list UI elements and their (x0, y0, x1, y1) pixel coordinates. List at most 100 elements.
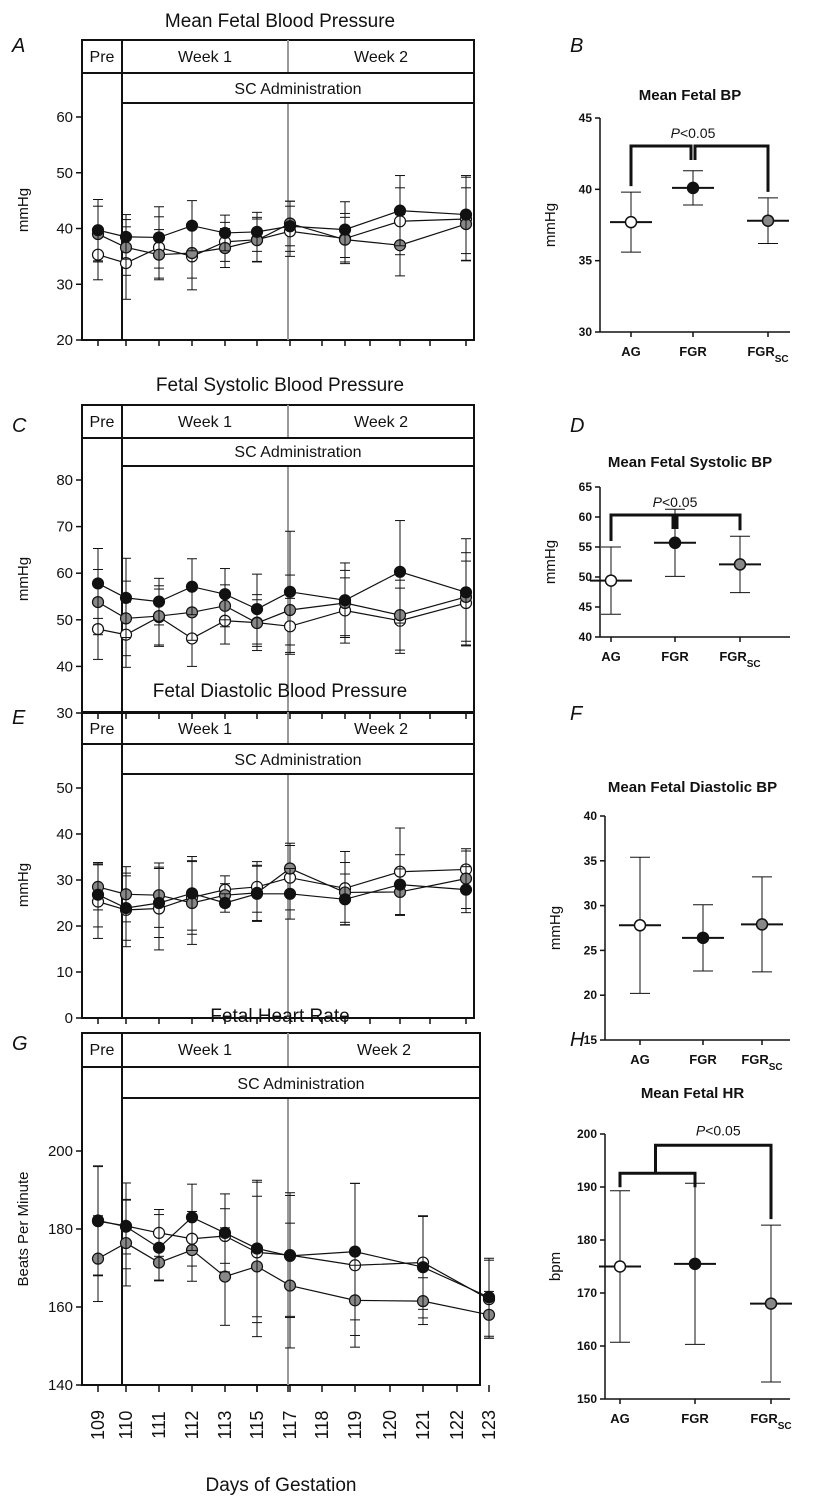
panel-letter-h: H (570, 1029, 585, 1051)
significance-bracket (618, 1171, 697, 1188)
data-point (185, 219, 199, 232)
y-tick-label: 35 (579, 254, 593, 268)
admin-band (121, 743, 475, 775)
admin-band (121, 437, 475, 467)
data-point (459, 883, 473, 896)
data-point (91, 1214, 105, 1227)
admin-label: SC Administration (237, 1076, 364, 1093)
significance-value: <0.05 (705, 1122, 741, 1138)
mean-point (624, 215, 638, 229)
category-label: AG (630, 1052, 650, 1067)
data-point (218, 588, 232, 601)
admin-label: SC Administration (234, 444, 361, 461)
y-tick-label: 50 (579, 570, 593, 584)
data-point (393, 565, 407, 578)
data-point (283, 887, 297, 900)
category-subscript: SC (747, 659, 761, 670)
x-axis-label: Days of Gestation (205, 1475, 356, 1496)
data-point (393, 878, 407, 891)
y-tick-label: 15 (584, 1033, 598, 1047)
y-tick-label: 55 (579, 540, 593, 554)
plot-frame (81, 39, 475, 341)
y-tick-label: 65 (579, 480, 593, 494)
y-tick-label: 10 (56, 964, 73, 981)
series-line (97, 218, 467, 264)
category-label: FGR (689, 1052, 717, 1067)
data-point (119, 1220, 133, 1233)
pre-label: Pre (90, 721, 115, 738)
y-tick-label: 35 (584, 854, 598, 868)
week2-label: Week 2 (354, 49, 408, 66)
admin-label: SC Administration (234, 81, 361, 98)
y-tick-label: 190 (577, 1180, 597, 1194)
category-subscript: SC (778, 1421, 792, 1432)
week1-label: Week 1 (178, 414, 232, 431)
data-point (152, 1241, 166, 1254)
admin-band (121, 72, 475, 104)
category-label: AG (610, 1411, 630, 1426)
y-tick-label: 180 (48, 1221, 73, 1238)
mean-point (668, 536, 682, 550)
y-tick-label: 80 (56, 472, 73, 489)
significance-value: <0.05 (680, 125, 716, 141)
data-point (338, 594, 352, 607)
data-point (91, 888, 105, 901)
panel-letter-d: D (570, 415, 584, 437)
data-point (185, 580, 199, 593)
data-point (119, 591, 133, 604)
y-tick-label: 30 (584, 899, 598, 913)
series-line (97, 571, 467, 610)
significance-bracket (629, 144, 693, 187)
admin-label: SC Administration (234, 752, 361, 769)
y-tick-label: 70 (56, 519, 73, 536)
series-line (97, 883, 467, 909)
y-axis-label: mmHg (15, 188, 32, 232)
category-subscript: SC (769, 1062, 783, 1073)
mean-point (761, 214, 775, 227)
data-point (482, 1291, 496, 1304)
y-tick-label: 20 (584, 988, 598, 1002)
mean-point (604, 574, 618, 587)
data-point (218, 1270, 232, 1283)
data-point (218, 226, 232, 240)
week1-label: Week 1 (178, 49, 232, 66)
x-tick-label: 122 (447, 1410, 467, 1440)
panel-letter-a: A (11, 35, 25, 57)
data-point (393, 204, 407, 217)
y-tick-label: 40 (579, 182, 593, 196)
y-tick-label: 0 (65, 1010, 73, 1027)
y-tick-label: 140 (48, 1377, 73, 1394)
plot-frame (81, 711, 475, 1019)
data-point (283, 585, 297, 598)
y-tick-label: 60 (56, 565, 73, 582)
y-tick-label: 30 (56, 705, 73, 722)
data-point (119, 230, 133, 243)
data-point (185, 1211, 199, 1224)
y-tick-label: 170 (577, 1286, 597, 1300)
panel-title-d: Mean Fetal Systolic BP (608, 454, 772, 471)
category-label: AG (621, 344, 641, 359)
y-tick-label: 40 (56, 826, 73, 843)
data-point (91, 577, 105, 590)
x-tick-label: 120 (380, 1410, 400, 1440)
y-tick-label: 160 (48, 1299, 73, 1316)
mean-point (733, 558, 747, 571)
y-tick-label: 40 (56, 221, 73, 238)
data-point (152, 595, 166, 608)
series-line (97, 210, 467, 239)
y-tick-label: 150 (577, 1392, 597, 1406)
plot-frame (81, 1032, 481, 1386)
series-line (97, 1242, 490, 1316)
y-axis-label: bpm (547, 1252, 564, 1281)
significance-label: P<0.05 (653, 494, 698, 510)
y-tick-label: 30 (56, 276, 73, 293)
data-point (218, 1226, 232, 1240)
panel-title-b: Mean Fetal BP (639, 87, 742, 104)
category-label: FGRSC (719, 649, 760, 670)
category-subscript: SC (775, 354, 789, 365)
significance-p: P (671, 125, 681, 141)
panel-letter-c: C (12, 415, 27, 437)
mean-point (755, 918, 769, 931)
week2-label: Week 2 (357, 1042, 411, 1059)
